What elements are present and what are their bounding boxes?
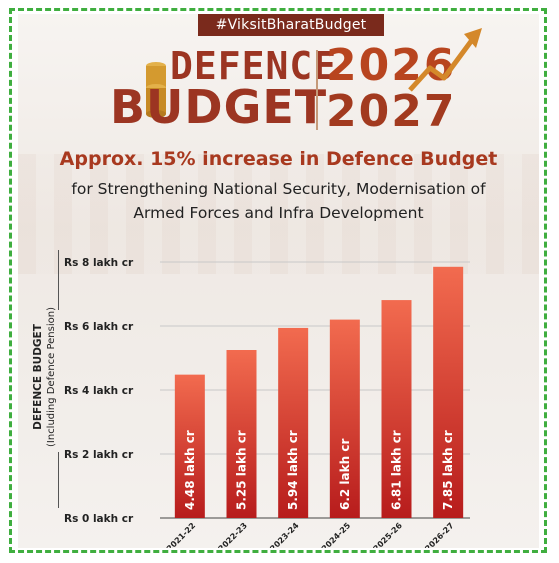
budget-bar-chart: Rs 0 lakh cr Rs 2 lakh cr Rs 4 lakh cr Rs 6…	[64, 257, 470, 548]
bar-2025-26	[381, 300, 412, 518]
bar-2024-25	[329, 319, 360, 518]
bar-2021-22	[174, 374, 205, 518]
x-tick-label: 2025-26	[372, 521, 405, 548]
dashed-border	[9, 8, 547, 553]
y-tick-label: Rs 8 lakh cr	[64, 257, 134, 269]
year-bottom: 2027	[326, 86, 457, 137]
y-label-rule-top	[58, 250, 59, 310]
hashtag-banner: #ViksitBharatBudget	[198, 14, 384, 36]
x-tick-label: 2024-25	[320, 521, 353, 548]
bar-value-label: 5.25 lakh cr	[235, 430, 249, 510]
y-tick-label: Rs 0 lakh cr	[64, 513, 134, 525]
growth-arrow-icon	[408, 28, 482, 92]
x-tick-label: 2026-27	[423, 521, 455, 548]
bar-value-label: 6.2 lakh cr	[338, 439, 352, 510]
y-tick-label: Rs 6 lakh cr	[64, 321, 134, 333]
title-defence: DEFENCE	[170, 44, 338, 88]
bar-value-label: 7.85 lakh cr	[441, 430, 455, 510]
building-background	[18, 154, 539, 274]
y-tick-label: Rs 4 lakh cr	[64, 385, 134, 397]
y-label-rule-bottom	[58, 452, 59, 508]
x-tick-label: 2023-24	[268, 521, 301, 548]
year-top: 2026	[326, 40, 457, 91]
title-budget: BUDGET	[110, 80, 328, 134]
bar-2023-24	[278, 327, 309, 518]
bar-value-label: 5.94 lakh cr	[286, 430, 300, 510]
subtitle-line-1: for Strengthening National Security, Mod…	[71, 180, 486, 198]
x-tick-label: 2021-22	[165, 521, 197, 548]
bar-value-label: 6.81 lakh cr	[390, 430, 404, 510]
bar-2022-23	[226, 350, 257, 518]
x-tick-label: 2022-23	[217, 521, 249, 548]
infographic-card: #ViksitBharatBudget DEFENCE BUDGET 2026 …	[18, 14, 539, 548]
bar-2026-27	[433, 266, 464, 518]
bar-value-label: 4.48 lakh cr	[183, 430, 197, 510]
coin-stack-icon	[146, 62, 166, 118]
y-tick-label: Rs 2 lakh cr	[64, 449, 134, 461]
headline: Approx. 15% increase in Defence Budget	[59, 148, 498, 170]
subtitle-line-2: Armed Forces and Infra Development	[133, 204, 424, 222]
title-divider	[316, 50, 318, 130]
